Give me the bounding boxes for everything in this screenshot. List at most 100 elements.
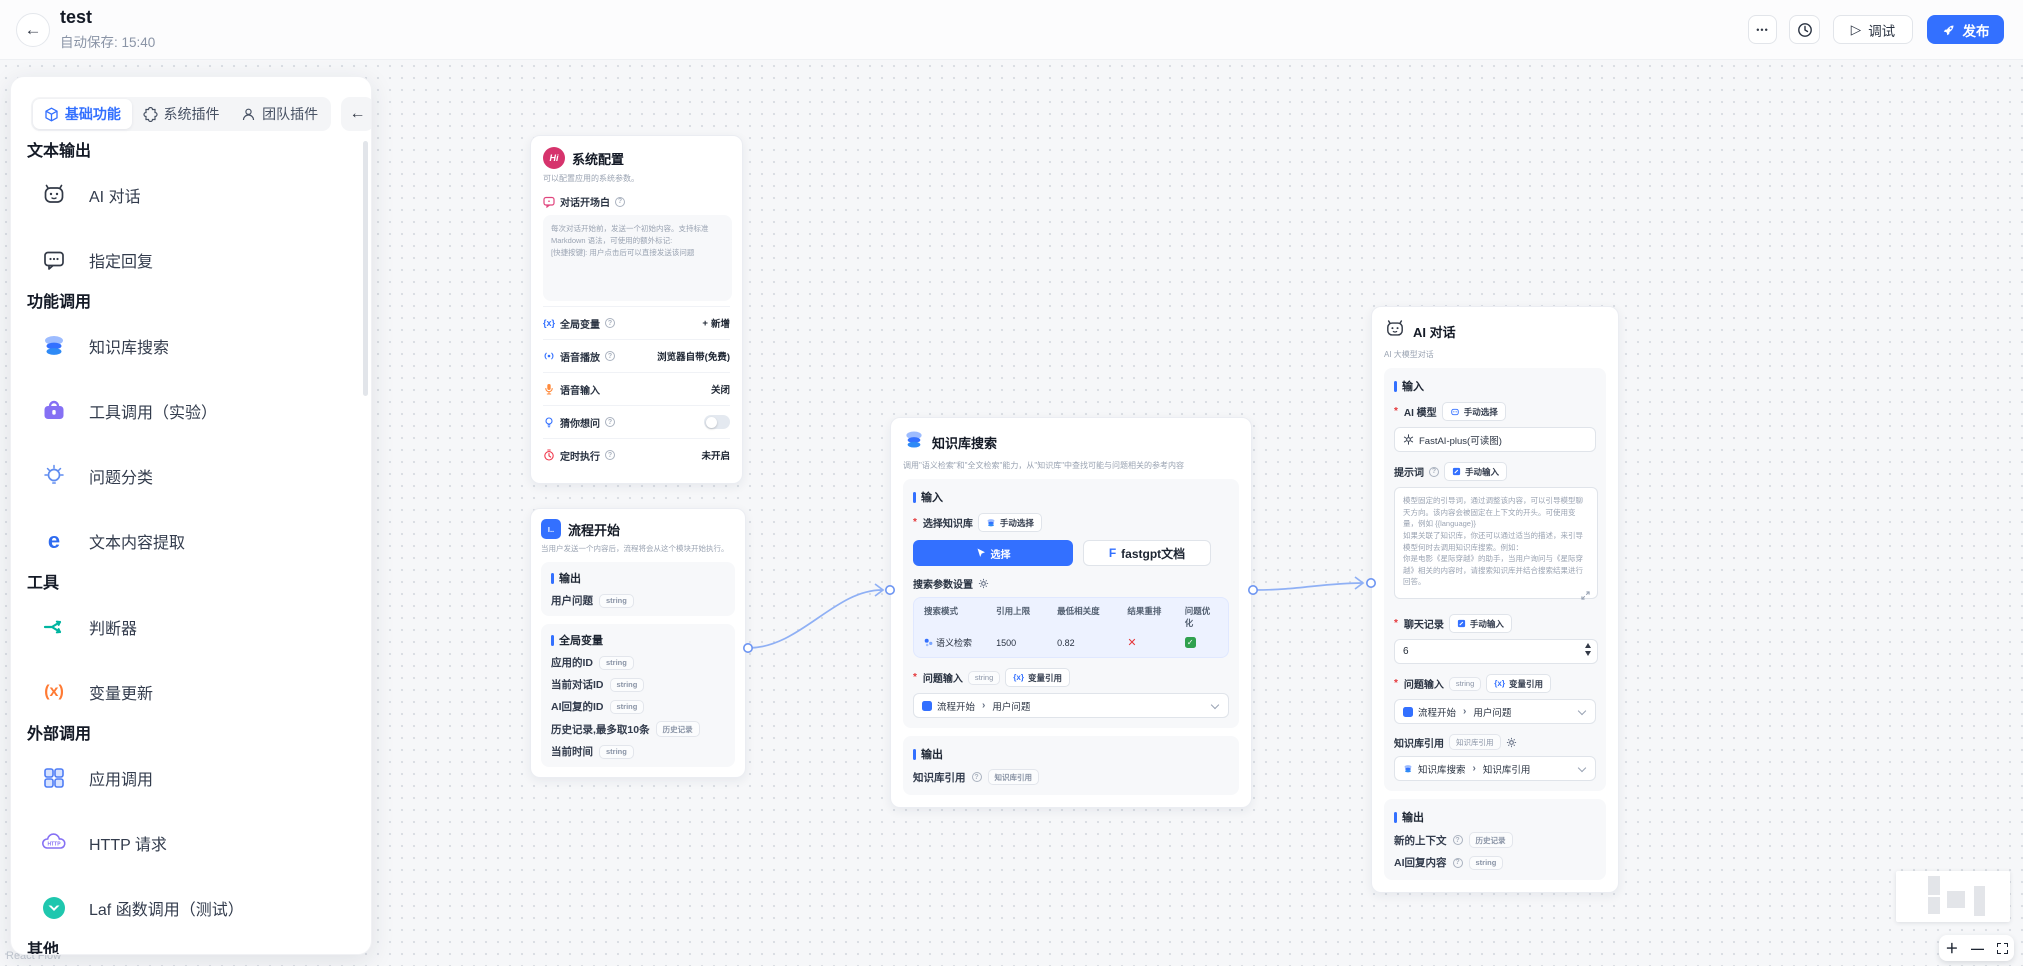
type-badge: string: [599, 655, 634, 670]
tab-system-plugins[interactable]: 系统插件: [132, 99, 231, 129]
zoom-in-button[interactable]: ＋: [1945, 940, 1959, 956]
config-row-voice-input[interactable]: 语音输入 关闭: [543, 372, 730, 405]
module-item-tool-call[interactable]: 工具调用（实验）: [27, 378, 357, 443]
welcome-textarea[interactable]: [543, 215, 732, 301]
question-source-select[interactable]: 流程开始 › 用户问题: [913, 693, 1229, 718]
chevron-down-icon: [1210, 700, 1220, 710]
module-item-laf[interactable]: Laf 函数调用（测试）: [27, 875, 357, 940]
question-label: 问题输入: [1403, 680, 1444, 691]
global-row: 当前对话ID string: [551, 677, 725, 692]
schedule-value[interactable]: 未开启: [701, 451, 730, 462]
stepper-up-icon[interactable]: [1585, 643, 1591, 648]
ellipsis-icon: •••: [1756, 24, 1769, 35]
gear-icon[interactable]: [1506, 737, 1517, 748]
clock-icon: [1797, 22, 1812, 37]
manual-select-badge[interactable]: 手动选择: [977, 513, 1042, 532]
module-item-extract[interactable]: e 文本内容提取: [27, 508, 357, 573]
var-ref-badge[interactable]: {x} 变量引用: [1005, 668, 1070, 687]
select-dataset-button[interactable]: 选择: [913, 540, 1073, 566]
question-source-select[interactable]: 流程开始 › 用户问题: [1394, 699, 1596, 724]
output-row: 知识库引用 ? 知识库引用: [913, 769, 1229, 785]
model-select[interactable]: FastAI-plus(可读图): [1394, 427, 1596, 452]
config-row-variables[interactable]: {x} 全局变量 ? + 新增: [543, 306, 730, 339]
minimap[interactable]: [1896, 871, 2010, 922]
module-label: 变量更新: [89, 685, 154, 703]
module-item-http[interactable]: HTTP HTTP 请求: [27, 810, 357, 875]
more-button[interactable]: •••: [1748, 15, 1777, 44]
module-item-reply[interactable]: 指定回复: [27, 227, 357, 292]
section-title: 文本输出: [27, 143, 92, 160]
quote-source-select[interactable]: 知识库搜索 › 知识库引用: [1394, 756, 1596, 781]
module-list: 文本输出 AI 对话 指定回复 功能调用 知识库搜索 工具调用（实验） 问题: [11, 141, 371, 954]
publish-button[interactable]: 发布: [1927, 15, 2004, 44]
search-params-table: 搜索模式 引用上限 最低相关度 结果重排 问题优化 语义检索 1500 0.82…: [913, 597, 1229, 658]
node-flow-start[interactable]: I.. 流程开始 当用户发送一个内容后，流程将会从这个模块开始执行。 输出 用户…: [530, 508, 746, 778]
input-section-label: 输入: [1402, 381, 1424, 393]
type-badge: string: [1468, 855, 1504, 870]
prompt-textarea[interactable]: [1394, 487, 1598, 599]
branch-icon: [40, 613, 68, 641]
module-label: 问题分类: [89, 469, 154, 487]
voice-input-value[interactable]: 关闭: [710, 385, 730, 396]
extract-icon: e: [47, 527, 61, 553]
output-section-label: 输出: [921, 749, 943, 761]
row-label: 定时执行: [560, 451, 600, 463]
module-item-dataset-search[interactable]: 知识库搜索: [27, 313, 357, 378]
chat-history-stepper[interactable]: [1394, 639, 1598, 664]
node-title: 流程开始: [568, 522, 621, 538]
var-ref-badge[interactable]: {x} 变量引用: [1486, 674, 1551, 693]
manual-input-badge[interactable]: 手动输入: [1444, 462, 1508, 481]
sidebar-scrollbar[interactable]: [363, 141, 368, 396]
manual-input-badge[interactable]: 手动输入: [1448, 614, 1512, 633]
output-section-label: 输出: [1402, 812, 1424, 824]
robot-icon: [1384, 318, 1406, 345]
gear-icon[interactable]: [978, 578, 989, 589]
debug-button[interactable]: ▷ 调试: [1833, 15, 1913, 44]
dataset-mini-icon: [987, 518, 995, 526]
app-grid-icon: [40, 764, 68, 792]
debug-label: 调试: [1868, 23, 1896, 39]
module-label: 工具调用（实验）: [89, 404, 218, 422]
global-row: 当前时间 string: [551, 744, 725, 759]
guess-bulb-icon: [545, 417, 553, 428]
top-bar: ← test 自动保存: 15:40 ••• ▷ 调试 发布: [0, 0, 2023, 60]
fit-view-button[interactable]: [1996, 942, 2008, 954]
flow-start-icon: I..: [541, 519, 561, 539]
zoom-out-button[interactable]: —: [1971, 940, 1984, 956]
tts-value[interactable]: 浏览器自带(免费): [657, 352, 730, 363]
global-row: 应用的ID string: [551, 655, 725, 670]
guess-toggle[interactable]: [704, 415, 730, 429]
model-logo-icon: [1403, 434, 1414, 445]
expand-icon[interactable]: [1581, 591, 1590, 600]
tab-basic-modules[interactable]: 基础功能: [33, 99, 132, 129]
manual-select-badge[interactable]: 手动选择: [1441, 402, 1506, 421]
http-cloud-icon: HTTP: [40, 829, 68, 857]
type-badge: string: [967, 670, 1001, 685]
info-icon: ?: [605, 318, 616, 328]
chat-history-label: 聊天记录: [1403, 620, 1444, 631]
config-row-schedule[interactable]: 定时执行 ? 未开启: [543, 438, 730, 471]
module-item-judge[interactable]: 判断器: [27, 594, 357, 659]
tab-team-plugins[interactable]: 团队插件: [230, 99, 329, 129]
history-button[interactable]: [1789, 15, 1820, 44]
node-system-config[interactable]: Hi 系统配置 可以配置应用的系统参数。 对话开场白 ? {x} 全局变量 ? …: [530, 135, 743, 484]
selected-dataset-chip[interactable]: F fastgpt文档: [1083, 540, 1211, 566]
info-icon: ?: [605, 351, 615, 361]
config-row-tts[interactable]: 语音播放 ? 浏览器自带(免费): [543, 339, 730, 372]
module-item-classify[interactable]: 问题分类: [27, 443, 357, 508]
collapse-sidebar-button[interactable]: ←: [341, 97, 371, 131]
node-desc: 当用户发送一个内容后，流程将会从这个模块开始执行。: [541, 544, 729, 553]
config-row-guess[interactable]: 猜你想问 ?: [543, 405, 730, 438]
add-variable-button[interactable]: + 新增: [702, 317, 730, 331]
module-item-app-call[interactable]: 应用调用: [27, 745, 357, 810]
chevron-down-icon: [1577, 763, 1587, 773]
chat-history-input[interactable]: [1395, 646, 1565, 657]
node-ai-chat[interactable]: AI 对话 AI 大模型对话 输入 * AI 模型 手动选择 FastAI-plu…: [1371, 306, 1619, 893]
node-dataset-search[interactable]: 知识库搜索 调用"语义检索"和"全文检索"能力，从"知识库"中查找可能与问题相关…: [890, 417, 1252, 808]
row-label: 猜你想问: [560, 418, 600, 430]
stepper-down-icon[interactable]: [1585, 651, 1591, 656]
back-button[interactable]: ←: [16, 13, 50, 47]
search-params-title: 搜索参数设置: [913, 580, 973, 591]
module-item-variable-update[interactable]: (x) 变量更新: [27, 659, 357, 724]
module-item-ai-chat[interactable]: AI 对话: [27, 162, 357, 227]
